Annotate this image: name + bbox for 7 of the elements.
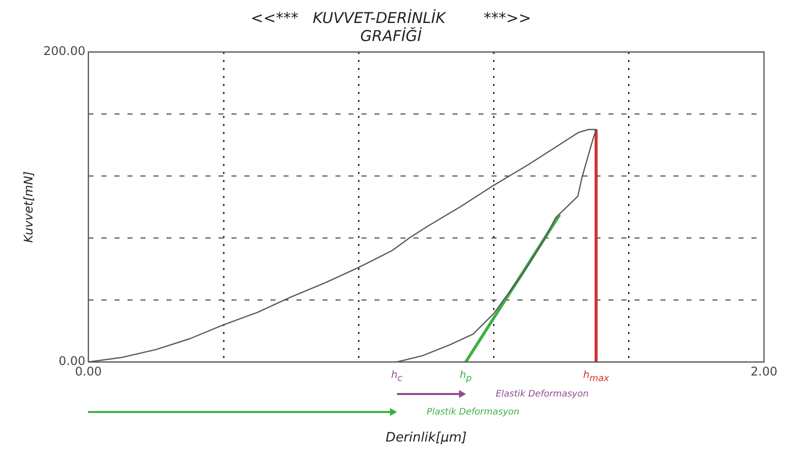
- text: Plastik Deformasyon: [426, 407, 520, 418]
- y-tick-label: 200.00: [43, 44, 86, 58]
- x-axis-title: Derinlik[μm]: [386, 430, 467, 446]
- text: Elastik Deformasyon: [496, 389, 589, 400]
- x-tick-label: 2.00: [750, 364, 778, 378]
- chart-title: <<*** KUVVET-DERİNLİK ***>> GRAFİĞİ: [250, 8, 532, 45]
- y-axis-title: Kuvvet[mN]: [21, 170, 36, 243]
